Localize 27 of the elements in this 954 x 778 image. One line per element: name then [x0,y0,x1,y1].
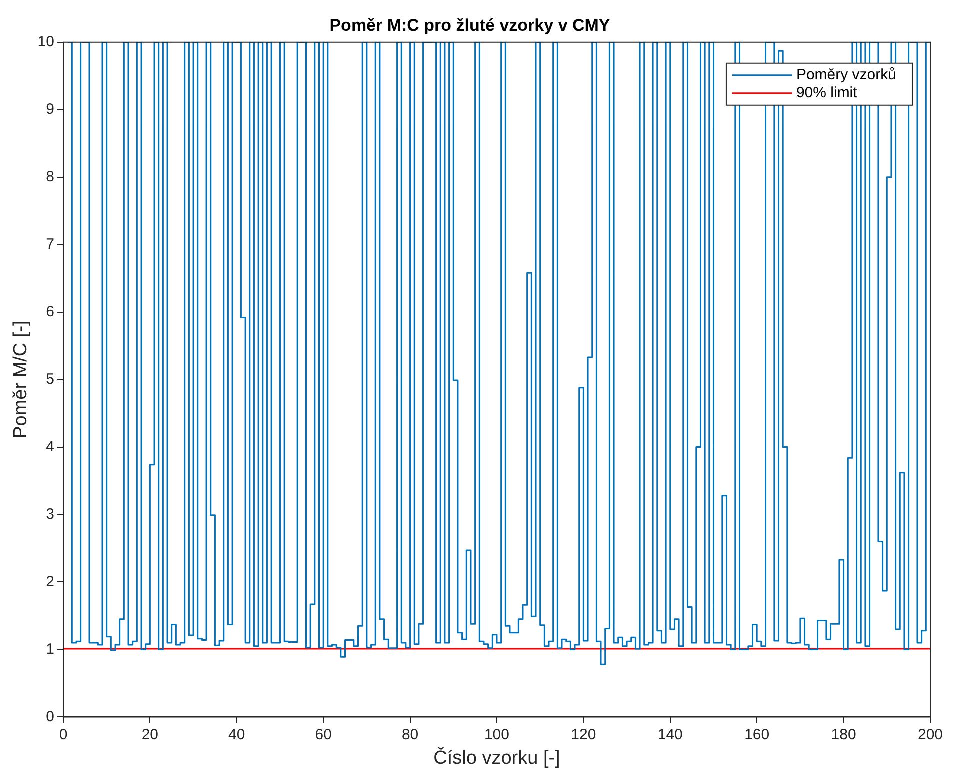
x-tick-label: 0 [59,726,68,744]
y-tick-label: 5 [46,370,54,388]
x-tick-label: 40 [228,726,246,744]
y-tick-label: 2 [46,573,54,590]
x-tick-label: 140 [658,726,683,744]
y-axis-title: Poměr M/C [-] [10,320,32,439]
y-tick-label: 7 [46,236,54,253]
legend-label: Poměry vzorků [796,66,896,84]
y-tick-label: 9 [46,101,54,118]
x-tick-label: 120 [571,726,596,744]
x-tick-label: 100 [484,726,510,744]
x-tick-label: 200 [918,726,943,744]
y-tick-label: 3 [46,506,54,523]
x-tick-label: 20 [142,726,159,744]
y-tick-label: 10 [38,34,54,51]
y-tick-label: 6 [46,303,54,320]
legend-label: 90% limit [796,84,858,102]
x-tick-label: 80 [402,726,419,744]
x-axis-title: Číslo vzorku [-] [434,746,560,769]
x-tick-label: 60 [315,726,332,744]
y-tick-label: 1 [46,640,54,658]
y-tick-label: 4 [46,438,54,456]
x-tick-label: 160 [744,726,770,744]
y-tick-label: 8 [46,168,54,186]
chart-title: Poměr M:C pro žluté vzorky v CMY [330,16,611,35]
y-tick-label: 0 [46,708,54,726]
x-tick-label: 180 [831,726,856,744]
